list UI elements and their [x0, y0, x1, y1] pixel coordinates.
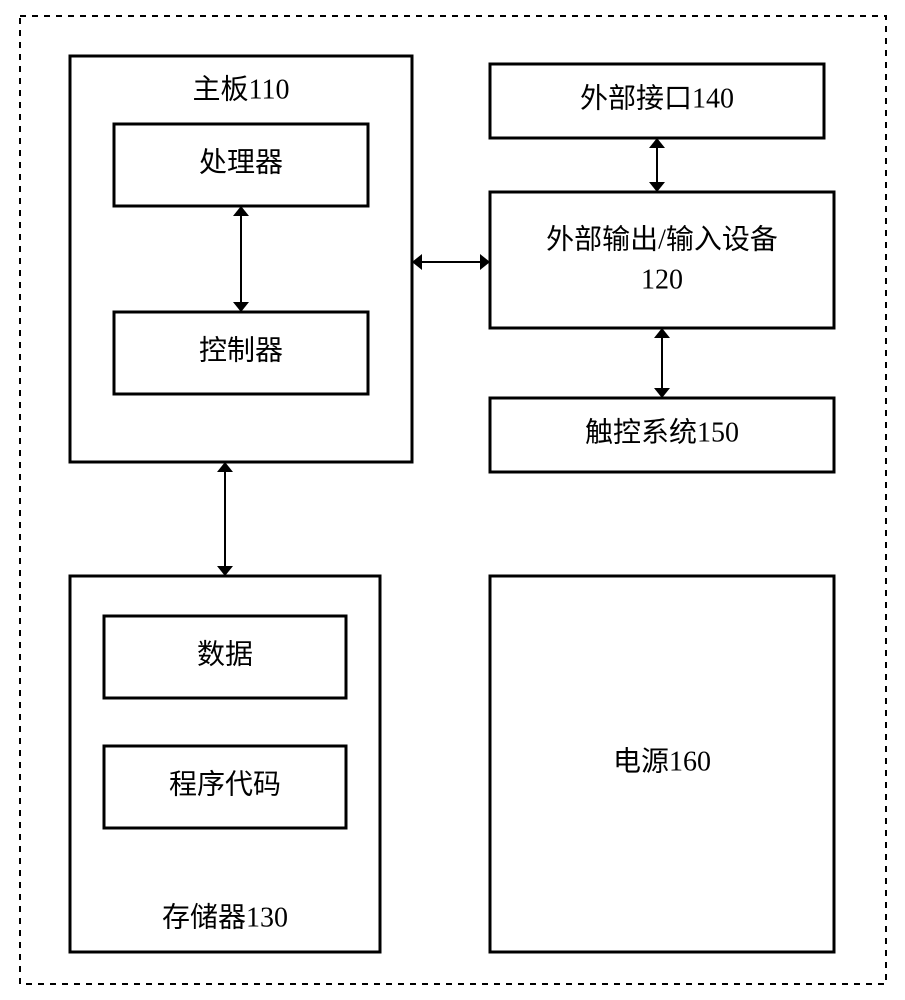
svg-text:外部输出/输入设备: 外部输出/输入设备: [546, 223, 778, 255]
svg-text:处理器: 处理器: [199, 146, 283, 178]
power-block: 电源160: [490, 576, 834, 952]
svg-text:电源160: 电源160: [613, 745, 711, 777]
svg-text:存储器130: 存储器130: [162, 901, 288, 933]
svg-text:触控系统150: 触控系统150: [585, 416, 739, 448]
code-block: 程序代码: [104, 746, 346, 828]
controller-block: 控制器: [114, 312, 368, 394]
svg-text:外部接口140: 外部接口140: [580, 82, 734, 114]
svg-text:主板110: 主板110: [193, 73, 290, 105]
ext_if-block: 外部接口140: [490, 64, 824, 138]
processor-block: 处理器: [114, 124, 368, 206]
svg-text:数据: 数据: [197, 638, 253, 670]
io_dev-block: 外部输出/输入设备 120: [490, 192, 834, 328]
svg-text:程序代码: 程序代码: [169, 768, 281, 800]
svg-text:120: 120: [641, 264, 683, 295]
data-block: 数据: [104, 616, 346, 698]
svg-text:控制器: 控制器: [199, 334, 283, 366]
touch-block: 触控系统150: [490, 398, 834, 472]
